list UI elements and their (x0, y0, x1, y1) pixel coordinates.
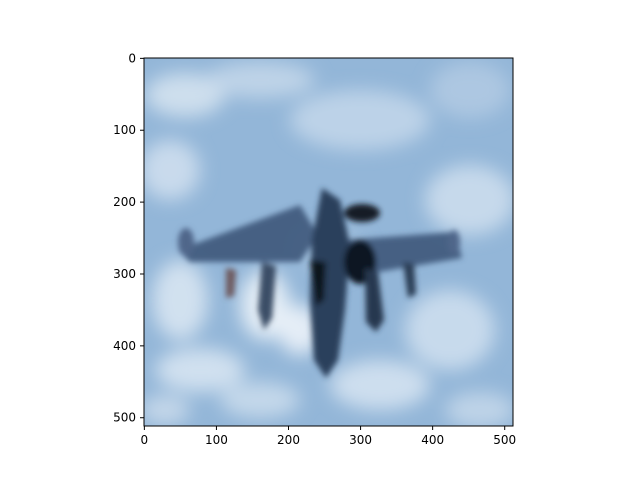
x-axis: 0 100 200 300 400 500 (141, 426, 516, 447)
x-tick-label: 200 (277, 433, 300, 447)
y-tick-label: 0 (128, 51, 136, 65)
y-tick-label: 100 (113, 123, 136, 137)
x-tick-label: 300 (349, 433, 372, 447)
x-tick-label: 400 (421, 433, 444, 447)
aircraft-pod-far-right (403, 262, 416, 298)
x-tick-label: 100 (205, 433, 228, 447)
aircraft-tank-left (258, 262, 276, 330)
aircraft-left-wingtip (178, 228, 194, 256)
axes-frame (143, 57, 514, 427)
aircraft-tank-right (365, 268, 384, 332)
image-area (144, 58, 513, 426)
x-tick-label: 500 (493, 433, 516, 447)
y-tick-label: 400 (113, 339, 136, 353)
aircraft-canopy (344, 204, 380, 222)
aircraft (178, 188, 462, 378)
y-axis: 0 100 200 300 400 500 (113, 51, 144, 425)
aircraft-fuselage (310, 188, 350, 378)
aircraft-left-wing (178, 205, 318, 262)
aircraft-pod-dark (310, 260, 326, 306)
aircraft-right-wingtip (448, 230, 460, 254)
y-tick-label: 300 (113, 267, 136, 281)
y-tick-label: 200 (113, 195, 136, 209)
aircraft-pod-far-left (226, 268, 236, 298)
y-tick-label: 500 (113, 411, 136, 425)
x-tick-label: 0 (141, 433, 149, 447)
